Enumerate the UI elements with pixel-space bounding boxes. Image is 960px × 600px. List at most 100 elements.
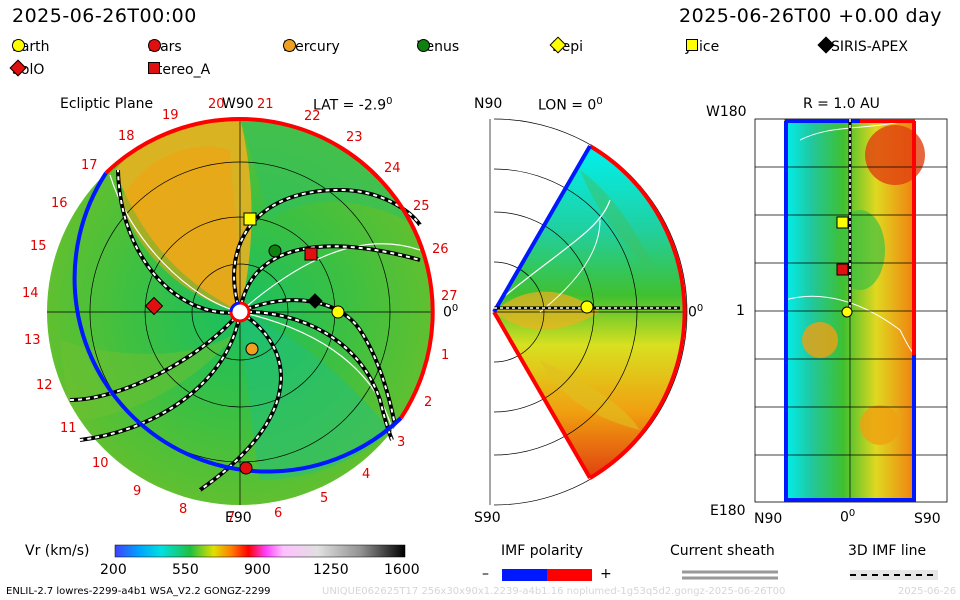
stereo-a-marker: [304, 247, 318, 261]
legend-osiris-apex: OSIRIS-APEX: [817, 36, 908, 55]
carrington-label-21: 21: [257, 97, 274, 112]
square-icon: [686, 39, 698, 51]
lat-label: LAT = -2.90: [313, 96, 393, 114]
carrington-label-3: 3: [397, 435, 406, 450]
colorbar-tick-1250: 1250: [313, 562, 349, 578]
legend-earth: Earth: [12, 39, 50, 55]
carrington-label-27: 27: [441, 289, 458, 304]
mars-marker: [239, 461, 253, 475]
run-date: 2025-06-26: [898, 586, 957, 597]
ecliptic-disc: [47, 116, 435, 505]
meridional-zero: 00: [688, 303, 703, 321]
carrington-label-25: 25: [413, 199, 430, 214]
ecliptic-zero-label: 00: [443, 303, 458, 321]
colorbar-tick-550: 550: [172, 562, 199, 578]
legend-solo: SolO: [9, 59, 44, 78]
legend-bepi: Bepi: [549, 36, 583, 55]
imf-line-label: 3D IMF line: [848, 543, 927, 559]
circle-icon: [283, 39, 296, 52]
w90-label: W90: [222, 96, 254, 112]
e90-label: E90: [225, 510, 252, 526]
colorbar-tick-200: 200: [100, 562, 127, 578]
imf-positive-swatch: [547, 569, 592, 581]
carrington-label-14: 14: [22, 286, 39, 301]
current-sheath-swatch: [682, 570, 778, 580]
carrington-label-12: 12: [36, 378, 53, 393]
zero-degree-mark: 0: [451, 303, 459, 314]
datetime-left: 2025-06-26T00:00: [12, 5, 197, 27]
carrington-label-23: 23: [346, 130, 363, 145]
ecliptic-title: Ecliptic Plane: [60, 96, 154, 112]
carrington-label-8: 8: [179, 502, 188, 517]
zero-value: 0: [443, 304, 452, 321]
carrington-label-15: 15: [30, 239, 47, 254]
r-label: R = 1.0 AU: [803, 96, 880, 112]
map-n90-label: N90: [754, 511, 783, 527]
lat-value: LAT = -2.9: [313, 97, 387, 114]
legend-juice: Juice: [686, 39, 719, 55]
legend-mars: Mars: [148, 39, 182, 55]
imf-minus-label: –: [482, 566, 489, 582]
carrington-label-20: 20: [208, 97, 225, 112]
e180-label: E180: [710, 503, 746, 519]
velocity-colorbar: [114, 544, 406, 558]
legend-label: Mercury: [283, 39, 340, 55]
meridional-n90: N90: [474, 96, 503, 112]
carrington-label-26: 26: [432, 242, 449, 257]
osiris-apex-marker: [307, 293, 323, 309]
legend-venus: Venus: [417, 39, 459, 55]
carrington-label-16: 16: [51, 196, 68, 211]
colorbar-tick-900: 900: [244, 562, 271, 578]
zero-degree-mark: 0: [848, 508, 856, 519]
carrington-label-7: 7: [227, 510, 236, 525]
datetime-right: 2025-06-26T00 +0.00 day: [679, 5, 942, 27]
circle-icon: [12, 39, 25, 52]
zero-value: 0: [688, 304, 697, 321]
imf-line-swatch: [850, 570, 938, 580]
carrington-label-17: 17: [81, 158, 98, 173]
current-sheath-label: Current sheath: [670, 543, 775, 559]
colorbar-tick-1600: 1600: [384, 562, 420, 578]
mercury-marker: [245, 342, 259, 356]
carrington-label-22: 22: [304, 109, 321, 124]
lon-value: LON = 0: [538, 97, 597, 114]
lon-degree-mark: 0: [596, 96, 603, 107]
juice-marker-map: [836, 216, 849, 229]
carrington-label-2: 2: [424, 395, 433, 410]
earth-marker-map: [841, 306, 853, 318]
stereo-a-marker-map: [836, 263, 849, 276]
w180-label: W180: [706, 104, 747, 120]
carrington-label-10: 10: [92, 456, 109, 471]
meridional-s90: S90: [474, 510, 501, 526]
map-one-label: 1: [736, 303, 745, 319]
solo-marker: [144, 296, 164, 316]
circle-icon: [148, 39, 161, 52]
carrington-label-24: 24: [384, 161, 401, 176]
carrington-label-18: 18: [118, 129, 135, 144]
carrington-label-5: 5: [320, 491, 329, 506]
carrington-label-13: 13: [24, 333, 41, 348]
imf-plus-label: +: [600, 566, 612, 582]
map-s90-label: S90: [914, 511, 941, 527]
circle-icon: [417, 39, 430, 52]
zero-degree-mark: 0: [696, 303, 704, 314]
legend-label: OSIRIS-APEX: [820, 39, 908, 55]
carrington-label-11: 11: [60, 421, 77, 436]
carrington-label-6: 6: [274, 506, 283, 521]
imf-negative-swatch: [502, 569, 547, 581]
lon-label: LON = 00: [538, 96, 603, 114]
legend-label: Stereo_A: [148, 62, 211, 78]
radial-map: [754, 118, 948, 503]
carrington-label-9: 9: [133, 484, 142, 499]
legend-mercury: Mercury: [283, 39, 340, 55]
carrington-label-19: 19: [162, 108, 179, 123]
run-id: UNIQUE062625T17 256x30x90x1.2239-a4b1.16…: [322, 586, 786, 597]
legend-stereo-a: Stereo_A: [148, 62, 210, 78]
earth-marker-meridional: [580, 300, 594, 314]
imf-polarity-label: IMF polarity: [501, 543, 584, 559]
carrington-label-1: 1: [441, 348, 450, 363]
zero-value: 0: [840, 509, 849, 526]
carrington-label-4: 4: [362, 467, 371, 482]
square-icon: [148, 62, 160, 74]
